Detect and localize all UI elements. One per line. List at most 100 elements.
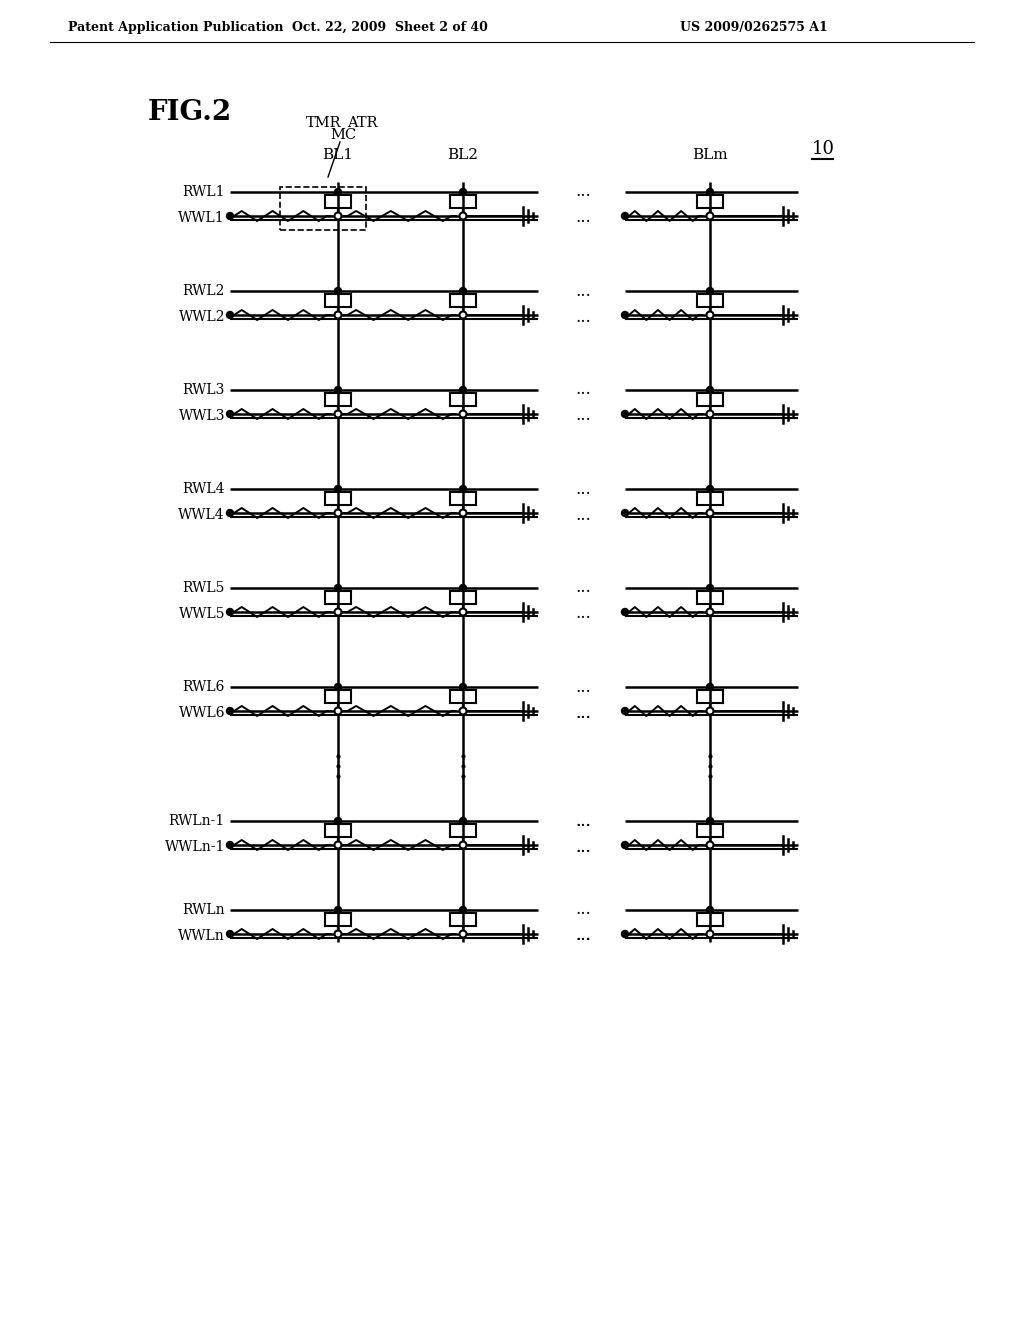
- Circle shape: [622, 609, 629, 615]
- Circle shape: [707, 213, 714, 219]
- Text: BLm: BLm: [692, 148, 728, 162]
- Circle shape: [460, 931, 467, 937]
- Circle shape: [707, 189, 714, 195]
- Circle shape: [460, 387, 467, 393]
- Text: FIG.2: FIG.2: [148, 99, 232, 125]
- Text: ...: ...: [575, 928, 591, 945]
- Text: US 2009/0262575 A1: US 2009/0262575 A1: [680, 21, 827, 33]
- Text: ...: ...: [575, 902, 591, 919]
- Text: ...: ...: [575, 678, 591, 696]
- Circle shape: [335, 907, 341, 913]
- Circle shape: [226, 931, 233, 937]
- Circle shape: [622, 842, 629, 849]
- Circle shape: [622, 213, 629, 219]
- Circle shape: [707, 312, 714, 318]
- Text: ...: ...: [575, 309, 591, 326]
- Circle shape: [460, 411, 467, 417]
- Circle shape: [335, 411, 341, 417]
- Text: ...: ...: [575, 838, 591, 855]
- Circle shape: [707, 288, 714, 294]
- Text: TMR: TMR: [306, 116, 342, 129]
- Text: WWL3: WWL3: [178, 409, 225, 422]
- Circle shape: [460, 189, 467, 195]
- Circle shape: [707, 708, 714, 714]
- Text: WWLn: WWLn: [178, 929, 225, 942]
- Circle shape: [707, 585, 714, 591]
- Text: 10: 10: [812, 140, 835, 158]
- Circle shape: [226, 609, 233, 615]
- Circle shape: [226, 213, 233, 219]
- Circle shape: [460, 907, 467, 913]
- Text: ...: ...: [575, 838, 591, 855]
- Text: ...: ...: [575, 928, 591, 945]
- Text: ...: ...: [575, 705, 591, 722]
- Text: ...: ...: [575, 813, 591, 829]
- Circle shape: [622, 312, 629, 318]
- Circle shape: [460, 288, 467, 294]
- Text: RWL1: RWL1: [182, 185, 225, 199]
- Bar: [280, 187, 366, 230]
- Text: MC: MC: [330, 128, 356, 143]
- Circle shape: [335, 609, 341, 615]
- Circle shape: [460, 486, 467, 492]
- Text: ...: ...: [575, 928, 591, 945]
- Circle shape: [707, 510, 714, 516]
- Circle shape: [707, 817, 714, 825]
- Circle shape: [335, 684, 341, 690]
- Circle shape: [622, 708, 629, 714]
- Text: WWL4: WWL4: [178, 508, 225, 521]
- Text: WWL5: WWL5: [178, 607, 225, 620]
- Circle shape: [707, 684, 714, 690]
- Text: ...: ...: [575, 408, 591, 425]
- Circle shape: [226, 411, 233, 417]
- Text: WWL6: WWL6: [178, 706, 225, 719]
- Circle shape: [335, 213, 341, 219]
- Text: ...: ...: [575, 813, 591, 829]
- Circle shape: [460, 510, 467, 516]
- Text: ATR: ATR: [347, 116, 377, 129]
- Circle shape: [335, 486, 341, 492]
- Circle shape: [622, 411, 629, 417]
- Circle shape: [707, 931, 714, 937]
- Circle shape: [622, 510, 629, 516]
- Circle shape: [460, 817, 467, 825]
- Circle shape: [622, 931, 629, 937]
- Circle shape: [226, 510, 233, 516]
- Circle shape: [335, 585, 341, 591]
- Text: WWL1: WWL1: [178, 211, 225, 224]
- Circle shape: [460, 708, 467, 714]
- Text: ...: ...: [575, 606, 591, 623]
- Circle shape: [460, 585, 467, 591]
- Circle shape: [707, 411, 714, 417]
- Circle shape: [335, 312, 341, 318]
- Text: BL2: BL2: [447, 148, 478, 162]
- Circle shape: [707, 609, 714, 615]
- Circle shape: [335, 387, 341, 393]
- Text: Patent Application Publication: Patent Application Publication: [68, 21, 284, 33]
- Text: ...: ...: [575, 282, 591, 300]
- Text: Oct. 22, 2009  Sheet 2 of 40: Oct. 22, 2009 Sheet 2 of 40: [292, 21, 488, 33]
- Circle shape: [226, 708, 233, 714]
- Text: RWLn-1: RWLn-1: [169, 814, 225, 828]
- Text: ...: ...: [575, 210, 591, 227]
- Text: ...: ...: [575, 480, 591, 498]
- Circle shape: [460, 842, 467, 849]
- Text: RWL3: RWL3: [182, 383, 225, 397]
- Text: WWLn-1: WWLn-1: [165, 840, 225, 854]
- Text: ...: ...: [575, 579, 591, 597]
- Text: ...: ...: [575, 705, 591, 722]
- Circle shape: [335, 288, 341, 294]
- Text: RWL6: RWL6: [182, 680, 225, 694]
- Circle shape: [707, 486, 714, 492]
- Circle shape: [335, 708, 341, 714]
- Circle shape: [335, 817, 341, 825]
- Text: RWLn: RWLn: [182, 903, 225, 917]
- Text: ...: ...: [575, 507, 591, 524]
- Circle shape: [335, 189, 341, 195]
- Circle shape: [460, 684, 467, 690]
- Circle shape: [226, 842, 233, 849]
- Circle shape: [335, 842, 341, 849]
- Circle shape: [707, 387, 714, 393]
- Text: WWL2: WWL2: [178, 310, 225, 323]
- Text: ...: ...: [575, 183, 591, 201]
